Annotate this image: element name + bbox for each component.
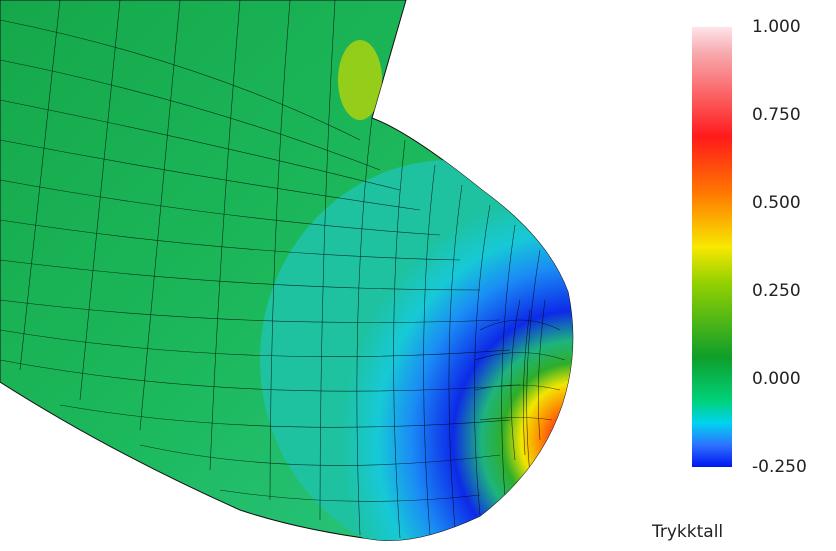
mesh-grid [0,0,566,539]
colorbar-tick-label: 0.500 [752,193,801,213]
colorbar-tick-label: 1.000 [752,17,801,37]
colorbar [692,27,732,467]
colorbar-title: Trykktall [652,522,724,542]
colorbar-tick-label: 0.750 [752,105,801,125]
colorbar-tick-label: -0.250 [752,457,807,477]
colorbar-tick-label: 0.000 [752,369,801,389]
colorbar-tick-label: 0.250 [752,281,801,301]
